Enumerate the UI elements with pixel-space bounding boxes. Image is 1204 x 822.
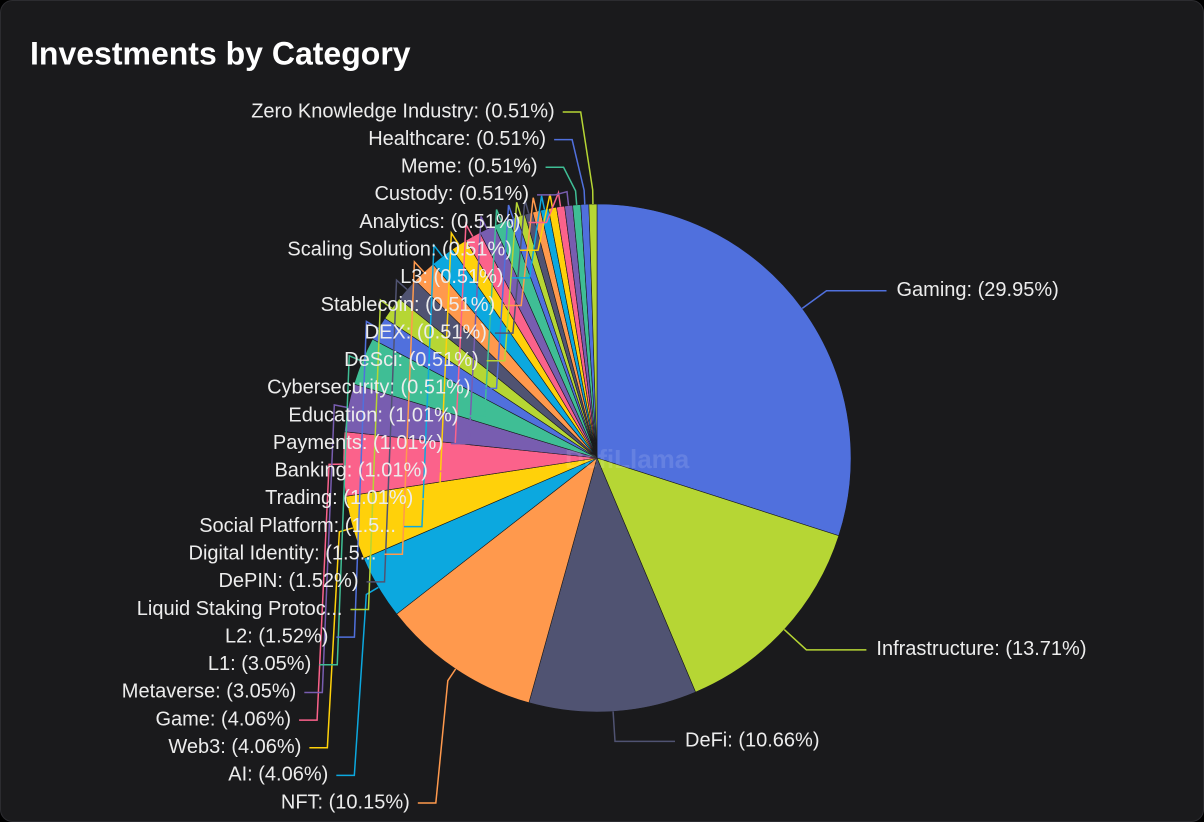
leader-line — [537, 190, 570, 206]
leader-line — [336, 320, 379, 638]
pie-slice — [596, 457, 840, 693]
slice-label: Cybersecurity: (0.51%) — [267, 377, 470, 399]
slice-label: DePIN: (1.52%) — [218, 570, 358, 592]
slice-label: DeFi: (10.66%) — [685, 730, 820, 752]
leader-line — [304, 403, 349, 694]
leader-line — [466, 209, 503, 417]
leader-line — [403, 243, 444, 528]
slice-label: Scaling Solution: (0.51%) — [287, 238, 512, 260]
slice-label: AI: (4.06%) — [228, 764, 328, 786]
slice-label: DEX: (0.51%) — [365, 321, 487, 343]
leader-line — [299, 463, 344, 721]
slice-label: Metaverse: (3.05%) — [122, 681, 297, 703]
leader-line — [450, 216, 488, 445]
slice-label: L2: (1.52%) — [225, 625, 328, 647]
leader-line — [366, 278, 408, 583]
slice-label: Meme: (0.51%) — [401, 156, 538, 178]
chart-title: Investments by Category — [30, 35, 411, 71]
slice-label: Game: (4.06%) — [155, 708, 291, 730]
slice-label: L3: (0.51%) — [400, 266, 503, 288]
leader-line — [562, 111, 594, 205]
pie: Gaming: (29.95%) Infrastructure: (13.71%)… — [122, 100, 1087, 813]
slice-label: Healthcare: (0.51%) — [368, 128, 546, 150]
slice-label: L1: (3.05%) — [208, 653, 311, 675]
slice-label: DeSci: (0.51%) — [344, 349, 479, 371]
leader-line — [309, 527, 354, 749]
leader-line — [350, 298, 393, 611]
slice-label: Zero Knowledge Industry: (0.51%) — [251, 100, 555, 122]
slice-label: Stablecoin: (0.51%) — [321, 294, 496, 316]
slice-label: Payments: (1.01%) — [273, 432, 443, 454]
leader-line — [319, 354, 363, 666]
leader-line — [384, 260, 425, 555]
leader-line — [421, 230, 460, 500]
slice-label: Gaming: (29.95%) — [896, 279, 1058, 301]
slice-label: Education: (1.01%) — [288, 404, 458, 426]
leader-line — [545, 166, 578, 205]
pie-slice — [396, 457, 598, 704]
slice-label: Trading: (1.01%) — [265, 487, 413, 509]
leader-line — [336, 586, 379, 777]
leader-line — [511, 195, 546, 279]
leader-line — [612, 711, 676, 743]
leader-line — [494, 199, 530, 334]
leader-line — [417, 668, 457, 804]
slice-label: Liquid Staking Protoc... — [137, 598, 343, 620]
leader-line — [783, 629, 867, 651]
slice-label: Analytics: (0.51%) — [359, 211, 520, 233]
leader-line — [478, 204, 514, 390]
leader-line — [554, 138, 586, 205]
slice-label: Banking: (1.01%) — [274, 460, 427, 482]
slice-label: Digital Identity: (1.5... — [189, 543, 377, 565]
slice-label: Web3: (4.06%) — [168, 736, 301, 758]
leader-line — [528, 189, 562, 224]
watermark: DefiLlama — [565, 444, 690, 474]
slice-label: NFT: (10.15%) — [281, 791, 410, 813]
leader-line — [486, 202, 522, 362]
slice-label: Infrastructure: (13.71%) — [876, 638, 1086, 660]
slice-label: Social Platform: (1.5... — [199, 515, 396, 537]
pie-slice — [528, 457, 696, 713]
leader-line — [801, 289, 887, 309]
slice-label: Custody: (0.51%) — [374, 183, 529, 205]
leader-line — [435, 221, 474, 473]
leader-line — [503, 197, 538, 307]
